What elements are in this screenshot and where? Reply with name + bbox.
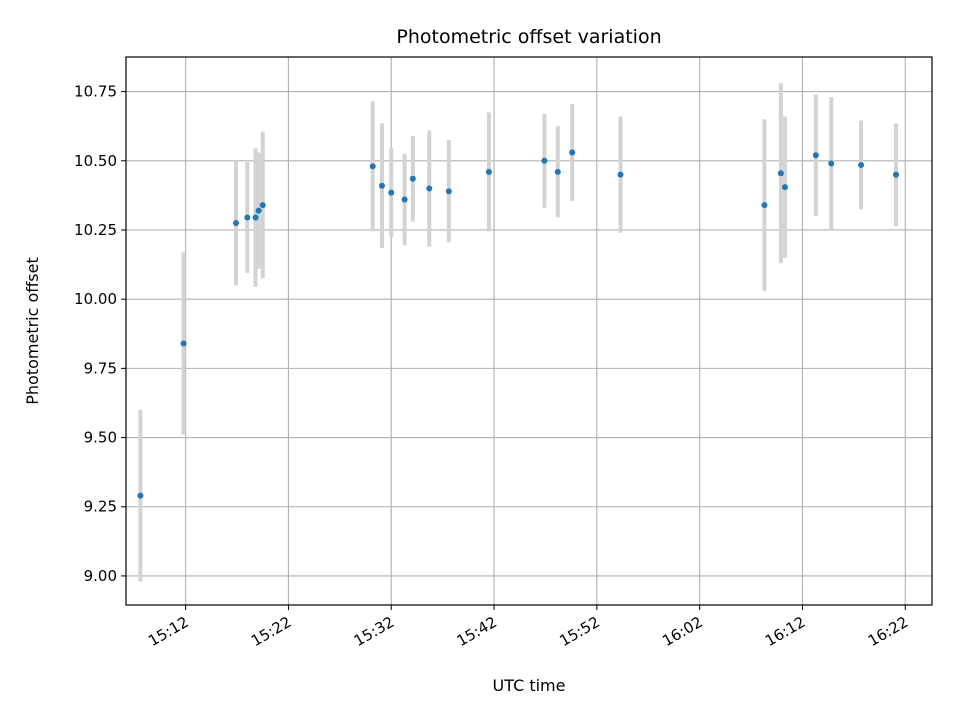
data-point [858,161,865,168]
data-point [255,207,262,214]
y-tick-label: 10.00 [74,290,117,308]
x-tick-label: 15:22 [248,613,294,650]
y-tick-label: 10.50 [74,152,117,170]
y-tick-label: 9.25 [84,498,117,516]
y-axis-title: Photometric offset [23,257,42,405]
y-tick-label: 9.75 [84,359,117,377]
x-axis: 15:12 15:22 15:32 15:42 15:52 16:02 16:12 16:22 [145,605,911,650]
data-points [137,149,900,499]
x-tick-label: 15:42 [454,613,500,650]
data-point [541,157,548,164]
data-point [485,168,492,175]
data-point [812,152,819,159]
data-point [137,492,144,499]
data-point [180,340,187,347]
data-point [378,182,385,189]
grid-lines [126,57,932,605]
data-point [259,202,266,209]
x-tick-label: 15:52 [556,613,602,650]
data-point [445,188,452,195]
data-point [409,175,416,182]
x-tick-label: 16:22 [865,613,911,650]
data-point [401,196,408,203]
y-tick-label: 9.00 [84,567,117,585]
y-tick-label: 10.25 [74,221,117,239]
plot-frame [125,56,933,606]
data-point [761,202,768,209]
chart-title: Photometric offset variation [396,26,661,48]
data-point [781,184,788,191]
data-point [233,220,240,227]
data-point [617,171,624,178]
x-tick-label: 16:02 [659,613,705,650]
data-point [893,171,900,178]
data-point [554,168,561,175]
x-tick-label: 15:12 [145,613,191,650]
data-point [569,149,576,156]
y-axis: 9.00 9.25 9.50 9.75 10.00 10.25 10.50 10.75 [74,83,126,585]
data-point [828,160,835,167]
data-point [426,185,433,192]
x-axis-title: UTC time [493,676,566,695]
y-tick-label: 10.75 [74,83,117,101]
data-point [244,214,251,221]
data-point [388,189,395,196]
data-point [777,170,784,177]
x-tick-label: 15:32 [351,613,397,650]
x-tick-label: 16:12 [762,613,808,650]
data-point [252,214,259,221]
data-point [369,163,376,170]
y-tick-label: 9.50 [84,429,117,447]
